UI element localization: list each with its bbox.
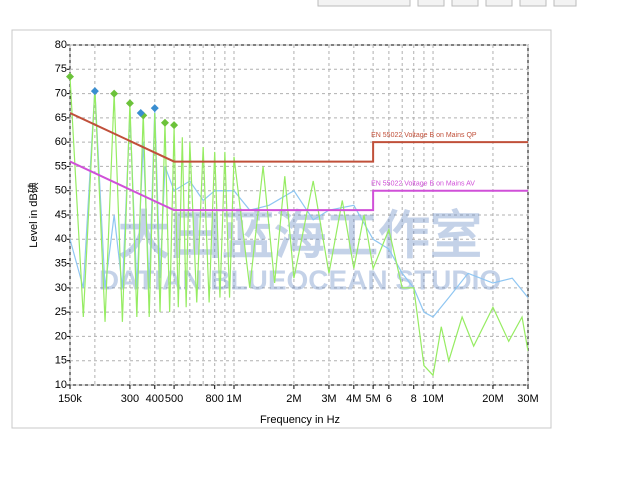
watermark: 大田蓝海工作室 — [118, 208, 482, 266]
y-tick-label: 50 — [55, 185, 67, 197]
y-tick-label: 45 — [55, 209, 67, 221]
x-tick-label: 500 — [165, 393, 183, 405]
toolbar-button[interactable] — [485, 0, 513, 7]
y-tick-label: 10 — [55, 379, 67, 391]
x-axis-label: Frequency in Hz — [260, 414, 340, 426]
x-tick-label: 30M — [517, 393, 538, 405]
y-tick-label: 25 — [55, 306, 67, 318]
y-tick-label: 65 — [55, 112, 67, 124]
x-tick-label: 20M — [482, 393, 503, 405]
limit-line — [70, 160, 528, 212]
peak-marker — [66, 72, 74, 81]
x-tick-label: 1M — [226, 393, 241, 405]
limit-label: EN 55022 Voltage B on Mains AV — [371, 181, 475, 188]
peak-marker — [150, 104, 159, 113]
x-tick-label: 400 — [146, 393, 164, 405]
x-tick-label: 10M — [422, 393, 443, 405]
watermark-sub: DATIAN BLUEOCEAN STUDIO — [99, 264, 501, 295]
limit-line — [70, 112, 528, 163]
x-tick-label: 4M — [346, 393, 361, 405]
y-axis-label: Level in dB碘 — [27, 182, 40, 247]
y-tick-label: 55 — [55, 160, 67, 172]
x-tick-label: 800 — [206, 393, 224, 405]
toolbar-button[interactable] — [417, 0, 445, 7]
peak-marker — [170, 121, 179, 130]
trace — [70, 76, 528, 377]
toolbar-button[interactable] — [451, 0, 479, 7]
y-tick-label: 60 — [55, 136, 67, 148]
x-tick-label: 300 — [121, 393, 139, 405]
toolbar-button[interactable] — [553, 0, 577, 7]
x-tick-label: 8 — [411, 393, 417, 405]
toolbar-button[interactable] — [519, 0, 547, 7]
x-tick-label: 3M — [321, 393, 336, 405]
toolbar-button[interactable] — [317, 0, 411, 7]
peak-marker — [110, 89, 119, 98]
peak-marker — [90, 87, 99, 96]
x-tick-label: 6 — [386, 393, 392, 405]
y-tick-label: 20 — [55, 330, 67, 342]
peak-marker — [136, 109, 145, 117]
toolbar — [317, 0, 577, 7]
plot-layer — [70, 76, 528, 377]
y-tick-label: 30 — [55, 282, 67, 294]
y-tick-label: 40 — [55, 233, 67, 245]
limit-label: EN 55022 Voltage B on Mains QP — [371, 132, 477, 139]
y-tick-label: 70 — [55, 87, 67, 99]
x-tick-label: 150k — [58, 393, 82, 405]
x-tick-label: 5M — [365, 393, 380, 405]
y-tick-label: 75 — [55, 63, 67, 75]
y-tick-label: 15 — [55, 355, 67, 367]
x-tick-label: 2M — [286, 393, 301, 405]
y-tick-label: 35 — [55, 257, 67, 269]
y-tick-label: 80 — [55, 39, 67, 51]
peak-marker — [160, 118, 169, 127]
peak-marker — [125, 99, 134, 108]
